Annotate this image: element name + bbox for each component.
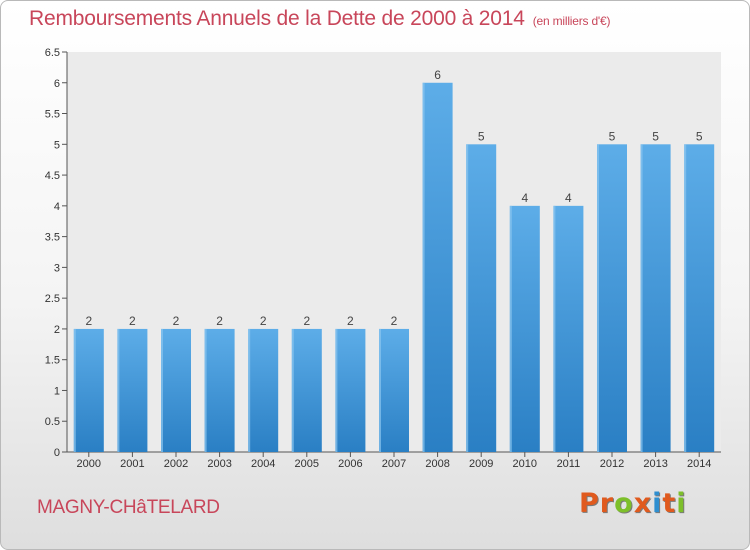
data-label: 2 <box>347 314 354 328</box>
bar <box>73 328 104 452</box>
bar <box>422 82 453 453</box>
y-tick-label: 2 <box>54 324 60 336</box>
bar <box>597 144 627 453</box>
data-label: 5 <box>478 129 485 143</box>
bar <box>509 205 540 452</box>
y-tick-label: 4.5 <box>45 170 60 182</box>
x-tick-label: 2004 <box>251 458 275 470</box>
bar-highlight <box>684 144 687 453</box>
logo-letter: P <box>579 488 600 519</box>
bar <box>248 328 279 452</box>
y-tick-label: 1 <box>54 385 60 397</box>
bar <box>466 144 497 453</box>
data-label: 2 <box>303 314 310 328</box>
bar-highlight <box>466 144 469 453</box>
data-label: 2 <box>129 314 136 328</box>
chart-title-text: Remboursements Annuels de la Dette de 20… <box>29 7 525 30</box>
bar <box>640 144 671 453</box>
x-tick-label: 2006 <box>338 458 362 470</box>
chart-title: Remboursements Annuels de la Dette de 20… <box>29 7 610 31</box>
bar-highlight <box>553 205 556 452</box>
data-label: 2 <box>85 314 92 328</box>
y-tick-label: 6 <box>54 78 60 90</box>
bar <box>684 144 715 453</box>
data-label: 6 <box>434 68 441 82</box>
bar-highlight <box>204 328 207 452</box>
data-label: 5 <box>609 129 616 143</box>
x-tick-label: 2012 <box>600 458 624 470</box>
data-label: 5 <box>696 129 703 143</box>
x-tick-label: 2002 <box>164 458 188 470</box>
bar-highlight <box>509 205 512 452</box>
data-label: 2 <box>173 314 180 328</box>
data-label: 2 <box>216 314 223 328</box>
data-label: 4 <box>521 191 528 205</box>
bar-highlight <box>248 328 251 452</box>
bar <box>161 328 191 452</box>
bar <box>204 328 235 452</box>
x-tick-label: 2005 <box>295 458 319 470</box>
bar-highlight <box>291 328 294 452</box>
chart-subtitle: (en milliers d'€) <box>532 14 611 28</box>
x-tick-label: 2010 <box>513 458 537 470</box>
y-tick-label: 5 <box>54 139 60 151</box>
y-tick-label: 4 <box>54 201 60 213</box>
bar <box>335 328 366 452</box>
logo-letter: t <box>662 488 677 519</box>
logo-letter: x <box>633 488 653 519</box>
y-tick-label: 6.5 <box>45 47 60 59</box>
y-tick-label: 3.5 <box>45 232 60 244</box>
x-tick-label: 2013 <box>643 458 667 470</box>
y-tick-label: 1.5 <box>45 355 60 367</box>
data-label: 2 <box>391 314 398 328</box>
bar <box>117 328 148 452</box>
data-label: 5 <box>652 129 659 143</box>
logo-letter: i <box>676 488 687 519</box>
bar <box>379 328 409 452</box>
town-name: MAGNY-CHâTELARD <box>37 497 220 518</box>
bar-highlight <box>117 328 120 452</box>
x-tick-label: 2011 <box>557 458 581 470</box>
x-tick-label: 2007 <box>382 458 406 470</box>
data-label: 4 <box>565 191 572 205</box>
bar-highlight <box>640 144 643 453</box>
y-tick-label: 0.5 <box>45 416 60 428</box>
proxiti-logo[interactable]: Proxiti <box>579 488 687 519</box>
bar-highlight <box>335 328 338 452</box>
y-tick-label: 3 <box>54 262 60 274</box>
bar <box>291 328 322 452</box>
x-tick-label: 2014 <box>687 458 711 470</box>
bar-highlight <box>422 82 425 453</box>
x-tick-label: 2003 <box>207 458 231 470</box>
x-tick-label: 2001 <box>120 458 144 470</box>
logo-letter: o <box>614 488 634 519</box>
bar <box>553 205 584 452</box>
y-tick-label: 0 <box>54 447 60 459</box>
logo-letter: r <box>599 488 615 519</box>
x-tick-label: 2008 <box>425 458 449 470</box>
bar-highlight <box>379 328 381 452</box>
y-tick-label: 2.5 <box>45 293 60 305</box>
data-label: 2 <box>260 314 267 328</box>
x-tick-label: 2000 <box>77 458 101 470</box>
logo-letter: i <box>652 488 663 519</box>
bar-highlight <box>597 144 599 453</box>
y-tick-label: 5.5 <box>45 109 60 121</box>
bar-highlight <box>161 328 163 452</box>
bar-highlight <box>73 328 76 452</box>
x-tick-label: 2009 <box>469 458 493 470</box>
